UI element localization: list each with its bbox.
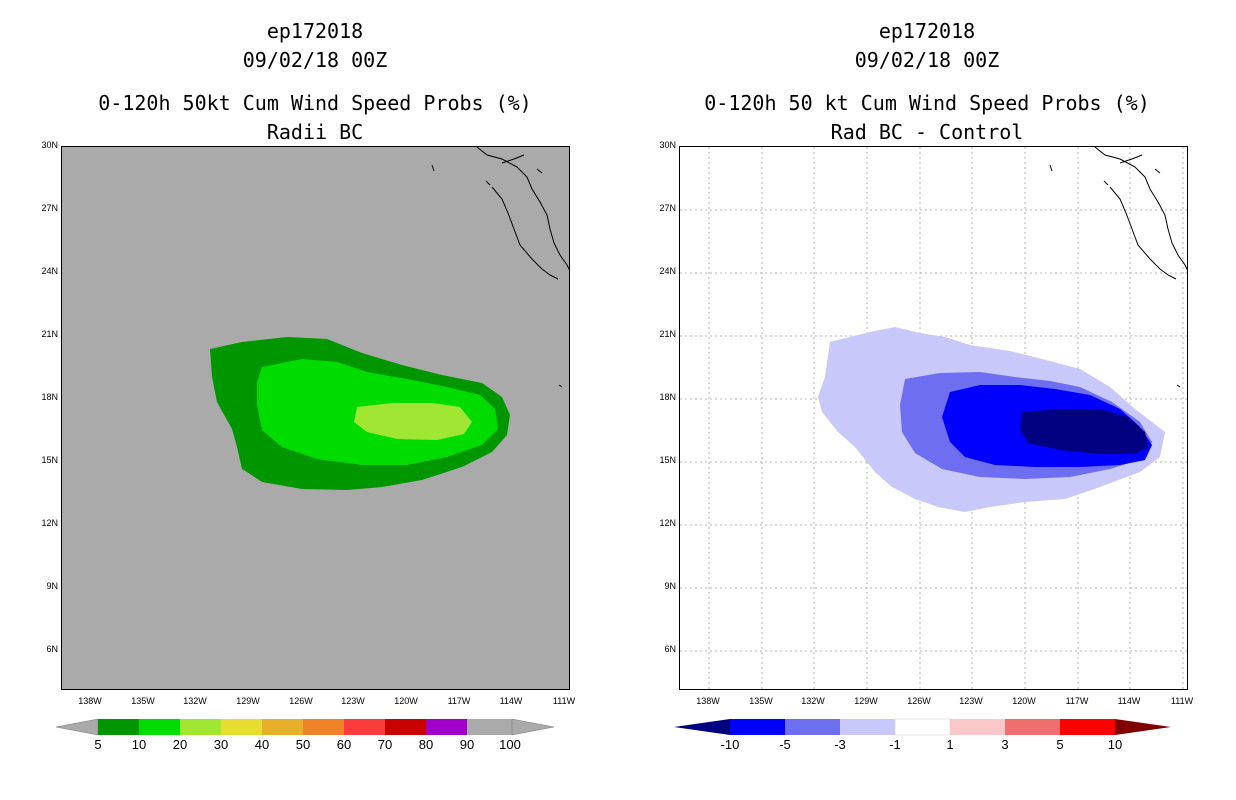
right-colorbar-segment [840, 719, 895, 735]
left-colorbar-segment [426, 719, 467, 735]
right-coastline [1049, 147, 1187, 388]
left-colorbar-segment [303, 719, 344, 735]
left-lon-label: 132W [183, 696, 207, 706]
right-lon-label: 129W [854, 696, 878, 706]
right-map [679, 146, 1188, 690]
right-colorbar-segment [950, 719, 1005, 735]
left-colorbar-label: 40 [254, 737, 270, 752]
left-colorbar-segment [180, 719, 221, 735]
right-colorbar-label: 5 [1056, 737, 1064, 752]
right-lon-label: 117W [1065, 696, 1089, 706]
right-lat-label: 24N [659, 266, 676, 276]
right-lat-label: 6N [664, 644, 676, 654]
right-lon-label: 138W [696, 696, 720, 706]
left-lon-label: 117W [447, 696, 471, 706]
left-colorbar-label: 90 [459, 737, 475, 752]
left-colorbar-segment [262, 719, 303, 735]
right-colorbar-low-arrow [674, 719, 730, 735]
left-title-subtitle: Radii BC [266, 120, 364, 144]
left-colorbar-segment [467, 719, 512, 735]
left-title-storm-id: ep172018 [266, 19, 364, 43]
right-lat-label: 27N [659, 203, 676, 213]
left-lat-label: 12N [41, 518, 58, 528]
left-colorbar-label: 5 [94, 737, 102, 752]
right-lon-label: 114W [1117, 696, 1141, 706]
right-lon-label: 126W [907, 696, 931, 706]
right-colorbar-segment [1005, 719, 1060, 735]
right-lat-label: 21N [659, 329, 676, 339]
right-colorbar-label: -3 [834, 737, 846, 752]
left-colorbar-label: 20 [172, 737, 188, 752]
left-lon-label: 111W [552, 696, 576, 706]
left-lon-label: 135W [131, 696, 155, 706]
left-map-canvas [210, 147, 569, 490]
left-lat-label: 15N [41, 455, 58, 465]
right-lat-label: 15N [659, 455, 676, 465]
left-colorbar-label: 60 [336, 737, 352, 752]
left-colorbar-high-arrow [511, 718, 555, 736]
left-map [61, 146, 570, 690]
right-colorbar-label: -10 [720, 737, 740, 752]
left-lat-label: 6N [46, 644, 58, 654]
left-coastline [431, 147, 569, 388]
left-lat-label: 18N [41, 392, 58, 402]
right-lat-label: 30N [659, 140, 676, 150]
left-colorbar [56, 718, 555, 736]
left-lon-label: 126W [289, 696, 313, 706]
right-title-product: 0-120h 50 kt Cum Wind Speed Probs (%) [704, 91, 1150, 115]
left-colorbar-segment [344, 719, 385, 735]
right-lon-label: 132W [801, 696, 825, 706]
left-colorbar-low-arrow [56, 718, 99, 736]
left-colorbar-label: 80 [418, 737, 434, 752]
right-map-canvas [680, 147, 1187, 689]
left-lat-label: 21N [41, 329, 58, 339]
left-title-date: 09/02/18 00Z [242, 48, 388, 72]
right-title-date: 09/02/18 00Z [854, 48, 1000, 72]
left-lon-label: 138W [78, 696, 102, 706]
left-colorbar-segment [385, 719, 426, 735]
left-lat-label: 30N [41, 140, 58, 150]
right-colorbar-label: -5 [779, 737, 791, 752]
right-colorbar-high-arrow [1115, 719, 1171, 735]
right-lon-label: 135W [749, 696, 773, 706]
right-colorbar [674, 718, 1171, 736]
right-colorbar-segment [894, 718, 951, 736]
left-colorbar-label: 100 [499, 737, 521, 752]
right-colorbar-label: 3 [1001, 737, 1009, 752]
left-contour-20 [354, 403, 472, 440]
right-lon-label: 120W [1012, 696, 1036, 706]
right-colorbar-label: -1 [889, 737, 901, 752]
right-contour-minus10 [1020, 409, 1148, 454]
left-lon-label: 120W [394, 696, 418, 706]
right-title-storm-id: ep172018 [878, 19, 976, 43]
left-colorbar-segment [139, 719, 180, 735]
right-colorbar-segment [730, 719, 785, 735]
left-title-product: 0-120h 50kt Cum Wind Speed Probs (%) [98, 91, 532, 115]
right-lat-label: 12N [659, 518, 676, 528]
left-lat-label: 24N [41, 266, 58, 276]
left-colorbar-segment [98, 719, 139, 735]
right-colorbar-segment [1060, 719, 1115, 735]
right-lat-label: 9N [664, 581, 676, 591]
right-colorbar-label: 10 [1107, 737, 1123, 752]
right-colorbar-label: 1 [946, 737, 954, 752]
right-title-subtitle: Rad BC - Control [830, 120, 1024, 144]
right-lon-label: 123W [959, 696, 983, 706]
right-lat-label: 18N [659, 392, 676, 402]
left-colorbar-label: 10 [131, 737, 147, 752]
left-lat-label: 27N [41, 203, 58, 213]
left-colorbar-label: 30 [213, 737, 229, 752]
left-lat-label: 9N [46, 581, 58, 591]
left-colorbar-label: 70 [377, 737, 393, 752]
left-lon-label: 129W [236, 696, 260, 706]
left-lon-label: 123W [341, 696, 365, 706]
left-colorbar-label: 50 [295, 737, 311, 752]
right-colorbar-segment [785, 719, 840, 735]
left-colorbar-segment [221, 719, 262, 735]
right-lon-label: 111W [1170, 696, 1194, 706]
left-lon-label: 114W [499, 696, 523, 706]
